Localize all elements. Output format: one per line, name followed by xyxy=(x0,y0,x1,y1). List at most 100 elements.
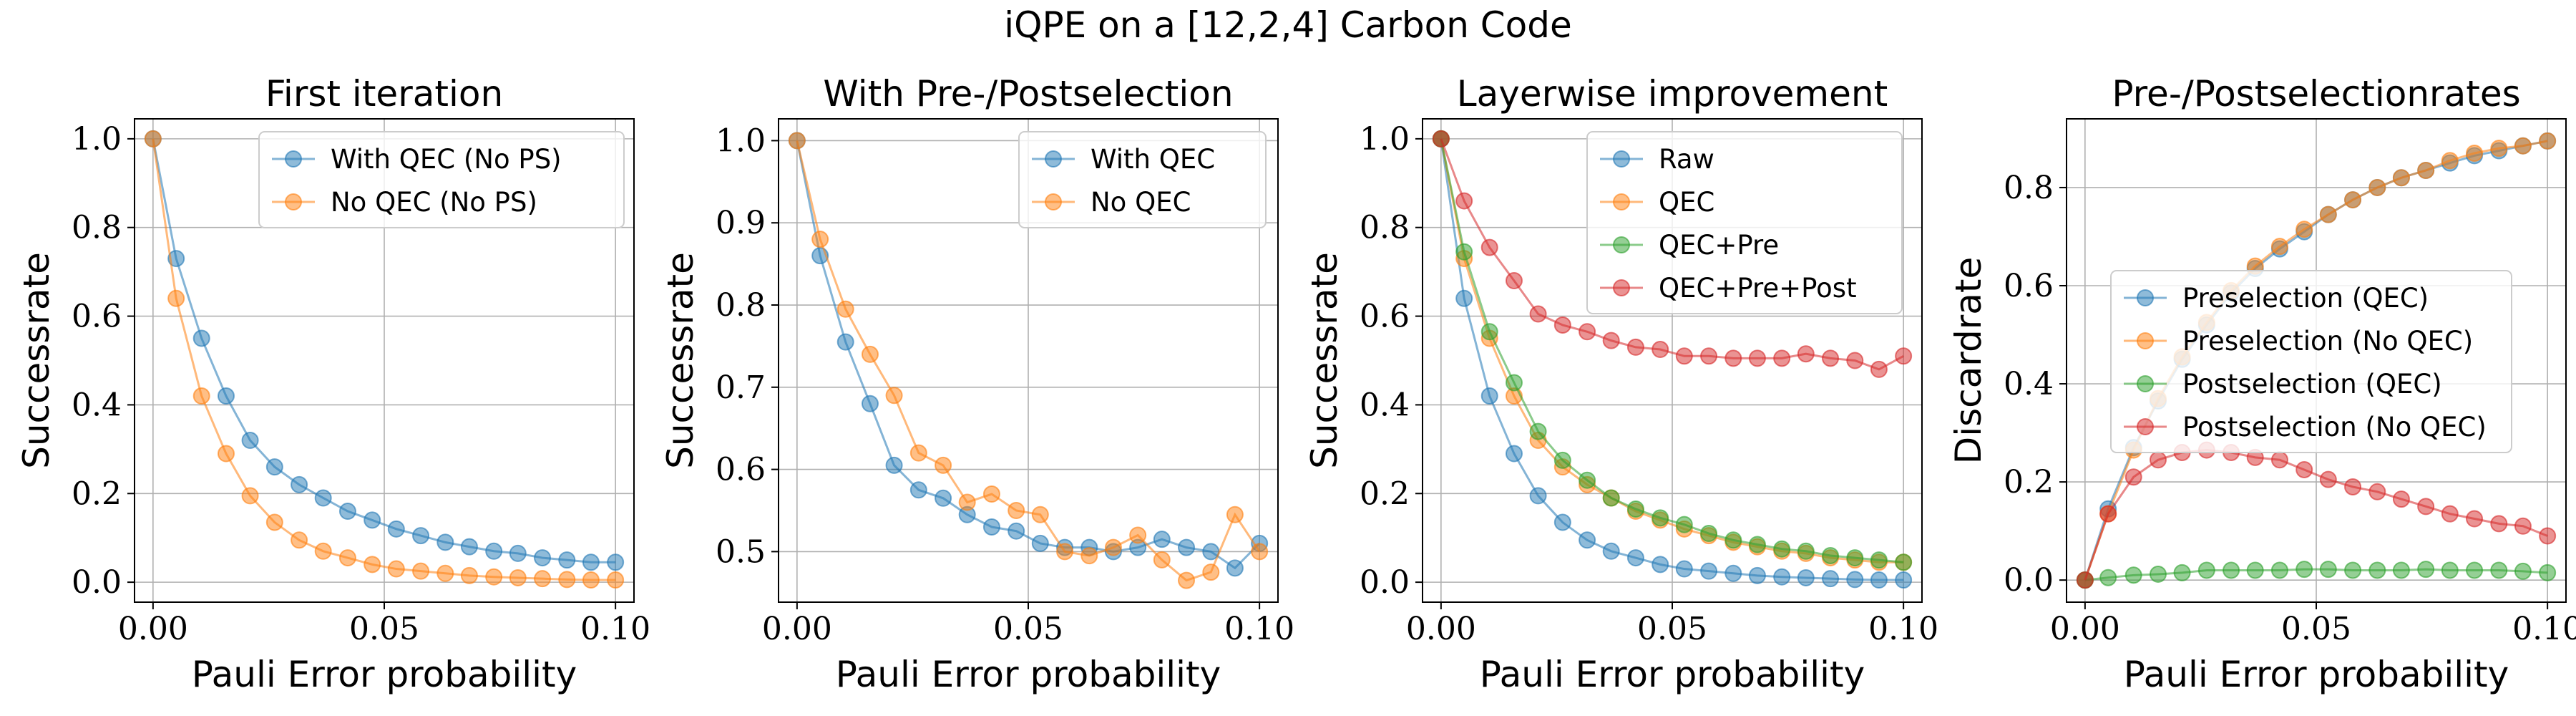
data-point xyxy=(1505,445,1523,463)
data-point xyxy=(2514,137,2532,155)
data-point xyxy=(1700,525,1718,543)
legend-marker xyxy=(1045,193,1062,211)
data-point xyxy=(1455,289,1473,307)
y-axis-label: Successrate xyxy=(660,252,701,469)
x-axis-label: Pauli Error probability xyxy=(192,654,577,695)
data-point xyxy=(460,538,478,556)
data-point xyxy=(2441,152,2459,170)
figure-title: iQPE on a [12,2,4] Carbon Code xyxy=(1004,4,1572,46)
legend-label: Preselection (No QEC) xyxy=(2182,326,2473,357)
data-point xyxy=(217,445,235,463)
data-point xyxy=(1846,352,1864,369)
y-tick-label: 0.0 xyxy=(72,564,122,601)
legend-item: Postselection (No QEC) xyxy=(2124,412,2487,442)
legend-marker xyxy=(2137,289,2154,306)
data-point xyxy=(2514,517,2532,535)
y-tick-label: 0.6 xyxy=(1360,299,1410,335)
data-point xyxy=(1153,551,1171,569)
legend-label: QEC xyxy=(1659,187,1714,218)
data-point xyxy=(2466,144,2484,162)
legend-label: Preselection (QEC) xyxy=(2182,283,2429,314)
data-point xyxy=(861,345,879,363)
data-point xyxy=(2539,527,2557,545)
y-tick-label: 0.4 xyxy=(2004,366,2054,402)
data-point xyxy=(1226,559,1244,577)
data-point xyxy=(2319,205,2337,223)
data-point xyxy=(1202,563,1220,581)
data-point xyxy=(2099,505,2117,523)
data-point xyxy=(1579,531,1596,549)
y-tick-label: 0.2 xyxy=(1360,475,1410,512)
x-tick-label: 0.00 xyxy=(1406,611,1476,647)
data-point xyxy=(1652,341,1669,359)
y-tick-label: 1.0 xyxy=(1360,121,1410,158)
data-point xyxy=(1773,568,1791,586)
data-point xyxy=(217,387,235,405)
panel-title: Pre-/Postselectionrates xyxy=(2112,73,2520,115)
panel-first-iteration: 0.00 0.05 0.10 0.0 0.2 0.4 0.6 0.8 1.0 With QEC (… xyxy=(16,73,650,695)
legend-marker xyxy=(1613,150,1630,168)
data-point xyxy=(1579,471,1596,489)
series-blue xyxy=(1432,130,1913,589)
data-point xyxy=(1797,569,1815,586)
legend-box xyxy=(2110,270,2512,453)
legend-item: QEC+Pre+Post xyxy=(1600,273,1857,304)
data-point xyxy=(1870,571,1888,589)
data-point xyxy=(364,556,381,574)
data-point xyxy=(1846,571,1864,589)
data-point xyxy=(1675,347,1693,365)
data-point xyxy=(412,527,430,545)
data-point xyxy=(1773,349,1791,367)
y-tick-label: 0.9 xyxy=(716,205,766,241)
legend-label: With QEC xyxy=(1091,144,1215,175)
data-point xyxy=(1626,549,1644,567)
data-point xyxy=(2270,561,2288,579)
data-point xyxy=(935,456,952,474)
data-point xyxy=(1626,500,1644,518)
legend-box xyxy=(1586,131,1903,314)
data-point xyxy=(558,551,576,569)
data-point xyxy=(885,387,903,405)
y-tick-label: 0.4 xyxy=(1360,387,1410,423)
data-point xyxy=(2270,238,2288,256)
data-point xyxy=(1480,323,1498,341)
data-point xyxy=(1056,543,1074,561)
y-tick-label: 0.4 xyxy=(72,387,122,423)
data-point xyxy=(1797,542,1815,560)
data-point xyxy=(436,533,454,551)
data-point xyxy=(1080,547,1098,565)
data-point xyxy=(1251,543,1269,561)
data-point xyxy=(2417,498,2435,516)
panel-title: With Pre-/Postselection xyxy=(823,73,1233,115)
legend: With QEC No QEC xyxy=(1018,131,1267,228)
legend-item: Preselection (No QEC) xyxy=(2124,326,2473,357)
data-point xyxy=(1480,387,1498,405)
data-point xyxy=(885,456,903,474)
data-point xyxy=(909,481,927,499)
data-point xyxy=(607,553,625,571)
data-point xyxy=(1480,238,1498,256)
y-tick-label: 0.2 xyxy=(72,475,122,512)
y-tick-label: 1.0 xyxy=(72,121,122,158)
axes-frame xyxy=(134,118,635,603)
data-point xyxy=(2417,561,2435,579)
x-tick-label: 0.10 xyxy=(580,611,650,647)
data-point xyxy=(1822,546,1840,564)
panel-pre-postselection: 0.00 0.05 0.10 0.5 0.6 0.7 0.8 0.9 1.0 With QEC No… xyxy=(660,73,1294,695)
data-point xyxy=(1226,505,1244,523)
y-tick-label: 0.8 xyxy=(716,287,766,324)
legend-label: QEC+Pre+Post xyxy=(1659,273,1857,304)
x-tick-label: 0.05 xyxy=(2281,611,2351,647)
data-point xyxy=(1724,531,1742,549)
legend-label: QEC+Pre xyxy=(1659,230,1779,261)
x-tick-label: 0.10 xyxy=(1224,611,1294,647)
y-tick-label: 0.6 xyxy=(72,299,122,335)
data-point xyxy=(364,511,381,529)
x-tick-label: 0.05 xyxy=(993,611,1063,647)
x-tick-label: 0.00 xyxy=(762,611,832,647)
data-point xyxy=(314,489,332,507)
x-axis-label: Pauli Error probability xyxy=(1480,654,1865,695)
data-point xyxy=(2124,468,2142,486)
series-orange xyxy=(144,130,625,589)
legend-marker xyxy=(2137,375,2154,392)
